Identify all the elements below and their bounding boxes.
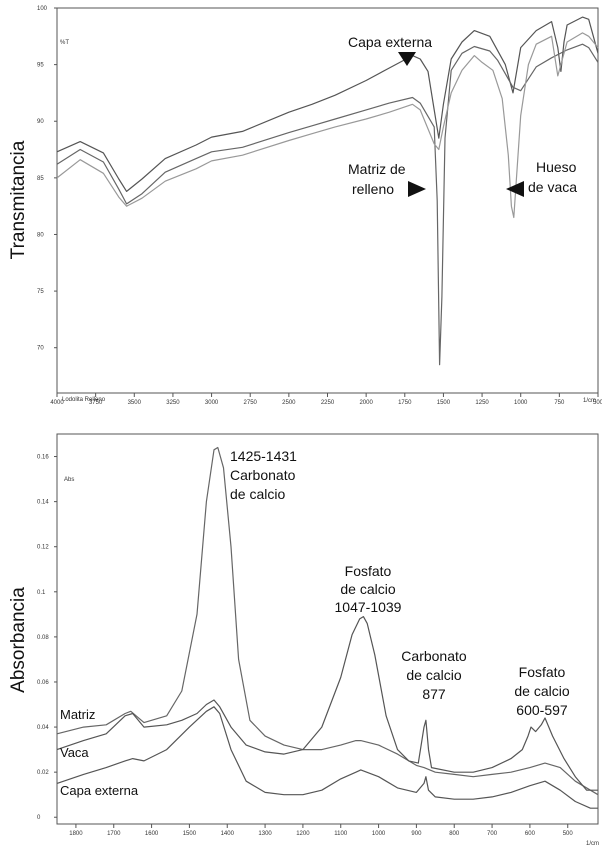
y-tick-label: 0.04 [37,725,49,731]
series-label-vaca: Vaca [60,745,89,760]
y-tick-label: 0.06 [37,680,49,686]
annotation-fosfato-600: Fosfato de calcio 600-597 [514,664,569,718]
arrow-right-marker [408,181,426,197]
y-tick-label: 95 [37,63,44,69]
x-tick-label: 1500 [437,400,451,406]
annotation-capa-externa: Capa externa [348,34,432,66]
svg-text:Fosfato: Fosfato [519,664,566,680]
svg-text:de calcio: de calcio [514,683,569,699]
x-tick-label: 3000 [205,400,219,406]
arrow-down-marker [398,52,416,66]
x-tick-label: 3250 [166,400,180,406]
x-tick-label: 1250 [475,400,489,406]
svg-text:Carbonato: Carbonato [401,648,467,664]
y-tick-label: 80 [37,232,44,238]
x-tick-label: 500 [593,400,602,406]
absorbance-panel: 0.16 0.14 0.12 0.1 0.08 0.06 0.04 0.02 0 1800 170… [8,433,599,847]
x-tick-label: 1200 [296,831,310,837]
series-label-matriz: Matriz [60,707,95,722]
y-tick-label: 0.16 [37,455,49,461]
transmittance-y-axis: 100 95 90 85 80 75 70 [37,6,57,352]
svg-text:Matriz de: Matriz de [348,161,406,177]
svg-text:de calcio: de calcio [406,667,461,683]
x-tick-label: 1800 [69,831,83,837]
transmittance-y-axis-title: Transmitancia [8,140,29,259]
x-tick-label: 1000 [372,831,386,837]
svg-text:877: 877 [422,686,446,702]
x-tick-label: 1750 [398,400,412,406]
x-tick-label: 1100 [334,831,348,837]
y-tick-label: 0.14 [37,500,49,506]
x-tick-label: 1700 [107,831,121,837]
x-tick-label: 1500 [183,831,197,837]
absorbance-footer-right: 1/cm [586,841,599,847]
x-tick-label: 900 [411,831,422,837]
y-tick-label: 90 [37,119,44,125]
transmittance-series-group [56,16,599,366]
transmittance-footer-right: 1/cm [583,398,596,404]
svg-text:1047-1039: 1047-1039 [335,599,402,615]
x-tick-label: 600 [525,831,536,837]
x-tick-label: 3500 [128,400,142,406]
absorbance-plot-frame [56,433,599,825]
svg-text:de calcio: de calcio [340,581,395,597]
svg-text:de vaca: de vaca [528,179,577,195]
absorbance-y-axis: 0.16 0.14 0.12 0.1 0.08 0.06 0.04 0.02 0 [37,455,57,821]
transmittance-x-axis: 4000 3750 3500 3250 3000 2750 2500 2250 2000 1750… [50,393,602,406]
transmittance-unit-label: %T [60,40,69,46]
svg-text:relleno: relleno [352,181,394,197]
y-tick-label: 0 [37,815,41,821]
y-tick-label: 70 [37,346,44,352]
spectrum-line-1-1 [56,616,598,791]
arrow-left-marker [506,181,524,197]
svg-text:de calcio: de calcio [230,486,285,502]
x-tick-label: 2750 [244,400,258,406]
absorbance-y-axis-title: Absorbancia [8,587,29,693]
annotation-fosfato-1047: Fosfato de calcio 1047-1039 [335,563,402,615]
y-tick-label: 85 [37,176,44,182]
absorbance-x-axis: 1800 1700 1600 1500 1400 1300 1200 1100 1000 900 8… [69,824,573,837]
transmittance-panel: 100 95 90 85 80 75 70 4000 3750 3500 3250 3000 2750… [8,6,602,406]
svg-text:Capa externa: Capa externa [348,34,432,50]
x-tick-label: 750 [554,400,565,406]
x-tick-label: 700 [487,831,498,837]
svg-text:Hueso: Hueso [536,159,577,175]
x-tick-label: 2500 [282,400,296,406]
x-tick-label: 1600 [145,831,159,837]
x-tick-label: 500 [563,831,574,837]
annotation-carbonato-877: Carbonato de calcio 877 [401,648,467,702]
y-tick-label: 0.12 [37,545,49,551]
x-tick-label: 2000 [359,400,373,406]
y-tick-label: 0.1 [37,590,46,596]
transmittance-footer-left: Lodolita Relleno [62,397,106,403]
x-tick-label: 2250 [321,400,335,406]
absorbance-unit-label: Abs [64,477,74,483]
spectrum-line-1-2 [56,706,598,809]
y-tick-label: 0.08 [37,635,49,641]
x-tick-label: 1300 [258,831,272,837]
series-label-capa-externa: Capa externa [60,783,139,798]
x-tick-label: 1000 [514,400,528,406]
annotation-matriz-relleno: Matriz de relleno [348,161,426,197]
x-tick-label: 1400 [221,831,235,837]
x-tick-label: 800 [449,831,460,837]
y-tick-label: 100 [37,6,48,12]
svg-text:600-597: 600-597 [516,702,568,718]
svg-text:Carbonato: Carbonato [230,467,296,483]
svg-text:Fosfato: Fosfato [345,563,392,579]
x-tick-label: 3750 [89,400,103,406]
spectrum-line-0-2 [56,32,599,219]
y-tick-label: 0.02 [37,770,49,776]
svg-text:1425-1431: 1425-1431 [230,448,297,464]
annotation-carbonato-1425: 1425-1431 Carbonato de calcio [230,448,297,502]
x-tick-label: 4000 [50,400,64,406]
annotation-hueso-vaca: Hueso de vaca [506,159,577,197]
absorbance-series-group [56,446,599,809]
y-tick-label: 75 [37,289,44,295]
spectrum-line-1-0 [56,446,599,796]
spectrum-line-0-1 [56,43,599,366]
spectrum-line-0-0 [56,16,599,192]
